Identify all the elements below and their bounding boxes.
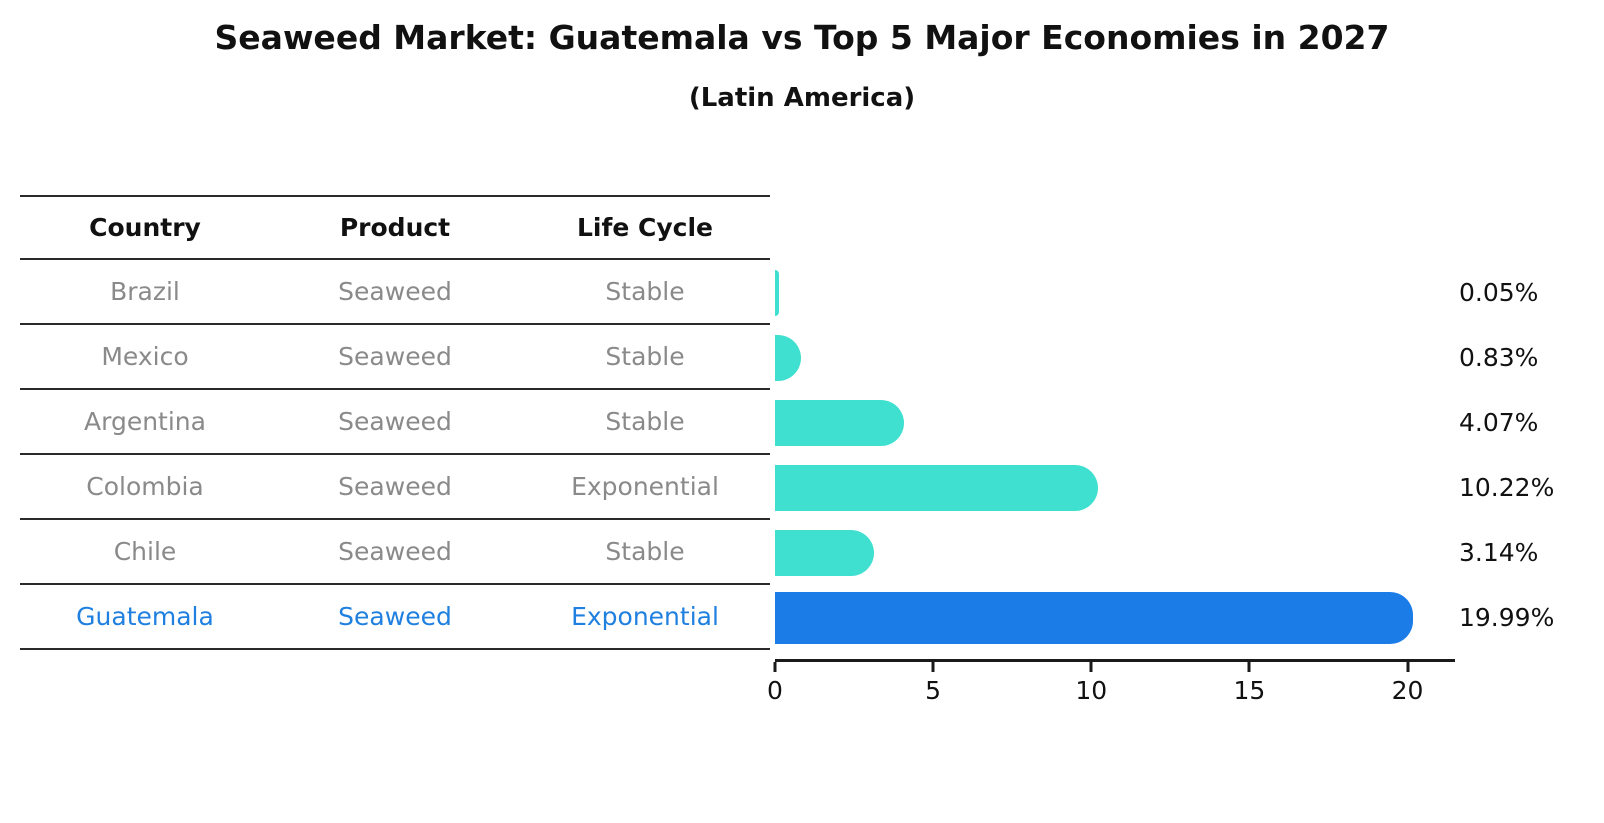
- axis-tick-label-20: 20: [1391, 676, 1424, 705]
- country-cell: Brazil: [110, 277, 180, 306]
- axis-tick-label-10: 10: [1075, 676, 1108, 705]
- table-cells-mexico: Mexico Seaweed Stable: [20, 325, 770, 390]
- axis-tick-label-0: 0: [767, 676, 783, 705]
- lifecycle-cell: Exponential: [571, 472, 719, 501]
- product-cell: Seaweed: [338, 602, 452, 631]
- data-row-chile: Chile Seaweed Stable 3.14%: [0, 520, 1604, 585]
- table-header-cell-country: Country: [89, 213, 201, 242]
- bar-argentina: [775, 399, 904, 446]
- x-axis: 0 5 10 15 20: [767, 659, 1455, 712]
- bar-colombia: [775, 464, 1099, 511]
- country-cell: Chile: [113, 537, 177, 566]
- axis-tick-label-5: 5: [925, 676, 942, 705]
- bar-guatemala: [775, 591, 1414, 644]
- lifecycle-cell: Stable: [605, 342, 685, 371]
- data-row-colombia: Colombia Seaweed Exponential 10.22%: [0, 455, 1604, 520]
- lifecycle-cell: Stable: [605, 407, 685, 436]
- table-cells-chile: Chile Seaweed Stable: [20, 520, 770, 585]
- axis-tick-15: [1247, 662, 1251, 672]
- bar-brazil: [775, 269, 779, 316]
- bar-track-brazil: [775, 260, 1455, 325]
- value-label-chile: 3.14%: [1459, 538, 1539, 567]
- table-cells-guatemala: Guatemala Seaweed Exponential: [20, 585, 770, 650]
- value-label-brazil: 0.05%: [1459, 278, 1539, 307]
- lifecycle-cell: Exponential: [571, 602, 719, 631]
- data-row-mexico: Mexico Seaweed Stable 0.83%: [0, 325, 1604, 390]
- country-cell: Colombia: [86, 472, 204, 501]
- table-cells-argentina: Argentina Seaweed Stable: [20, 390, 770, 455]
- header-spacer: [775, 195, 1455, 260]
- data-row-guatemala: Guatemala Seaweed Exponential 19.99%: [0, 585, 1604, 650]
- table-header-cell-product: Product: [339, 213, 451, 242]
- table-header-cells: Country Product Life Cycle: [20, 195, 770, 260]
- product-cell: Seaweed: [338, 342, 452, 371]
- table-header-row: Country Product Life Cycle: [0, 195, 1604, 260]
- axis-tick-label-15: 15: [1233, 676, 1266, 705]
- product-cell: Seaweed: [338, 472, 452, 501]
- chart-title: Seaweed Market: Guatemala vs Top 5 Major…: [214, 18, 1390, 57]
- bar-track-chile: [775, 520, 1455, 585]
- country-cell: Guatemala: [76, 602, 214, 631]
- rows-container: Country Product Life Cycle Brazil Seaweed Sta…: [0, 195, 1604, 650]
- value-label-mexico: 0.83%: [1459, 343, 1539, 372]
- table-header-cell-life-cycle: Life Cycle: [576, 213, 714, 242]
- bar-track-mexico: [775, 325, 1455, 390]
- lifecycle-cell: Stable: [605, 277, 685, 306]
- axis-tick-10: [1089, 662, 1093, 672]
- value-label-colombia: 10.22%: [1459, 473, 1555, 502]
- bar-track-colombia: [775, 455, 1455, 520]
- product-cell: Seaweed: [338, 407, 452, 436]
- data-row-argentina: Argentina Seaweed Stable 4.07%: [0, 390, 1604, 455]
- bar-mexico: [775, 334, 802, 381]
- bar-track-guatemala: [775, 585, 1455, 650]
- country-cell: Argentina: [84, 407, 206, 436]
- axis-tick-20: [1406, 662, 1410, 672]
- chart-subtitle: (Latin America): [688, 83, 916, 113]
- value-label-guatemala: 19.99%: [1459, 603, 1555, 632]
- bar-track-argentina: [775, 390, 1455, 455]
- data-row-brazil: Brazil Seaweed Stable 0.05%: [0, 260, 1604, 325]
- value-label-argentina: 4.07%: [1459, 408, 1539, 437]
- lifecycle-cell: Stable: [605, 537, 685, 566]
- axis-tick-5: [931, 662, 935, 672]
- chart-page: Seaweed Market: Guatemala vs Top 5 Major…: [0, 18, 1604, 712]
- bar-chile: [775, 529, 875, 576]
- product-cell: Seaweed: [338, 537, 452, 566]
- table-cells-brazil: Brazil Seaweed Stable: [20, 260, 770, 325]
- axis-tick-0: [773, 662, 777, 672]
- table-cells-colombia: Colombia Seaweed Exponential: [20, 455, 770, 520]
- country-cell: Mexico: [101, 342, 189, 371]
- product-cell: Seaweed: [338, 277, 452, 306]
